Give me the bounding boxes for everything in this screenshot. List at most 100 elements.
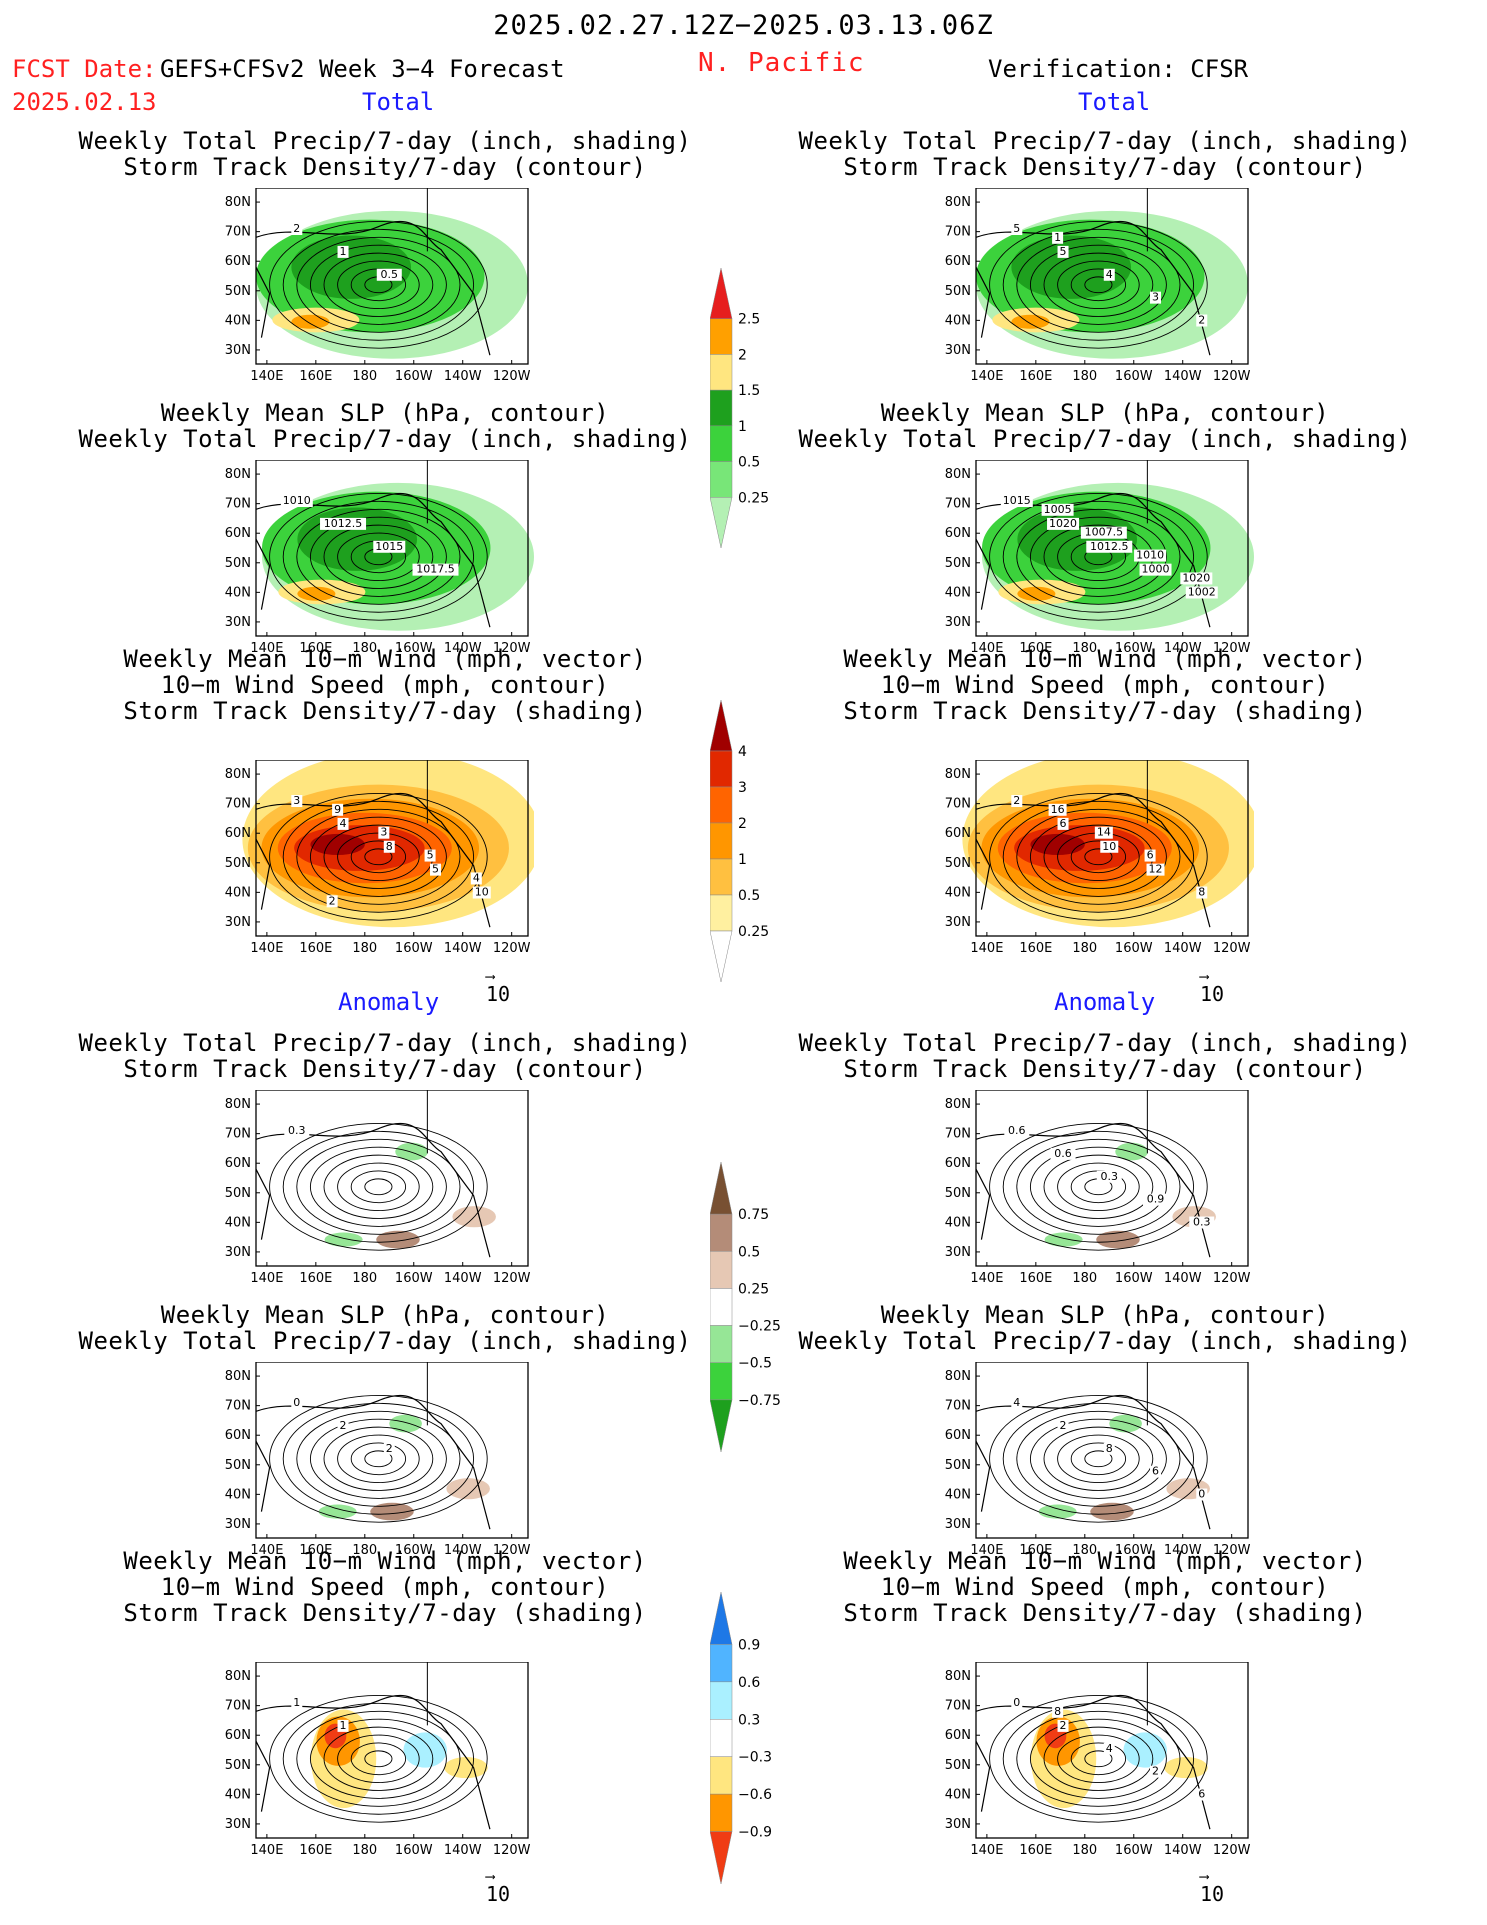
map-panel-fcst-total-slp: 80N 70N 60N 50N 40N 30N 140E 160E 180 160W 140W 120… xyxy=(212,460,534,660)
panel-title-fcst-anom-slp: Weekly Mean SLP (hPa, contour) Weekly Tot… xyxy=(60,1302,710,1354)
contour-label: 6 xyxy=(1198,1788,1205,1801)
colorbar-swatch xyxy=(709,1325,733,1363)
contour-label: 0.3 xyxy=(1193,1216,1211,1229)
lon-label: 120W xyxy=(1213,1271,1251,1286)
map-panel-fcst-anom-slp: 80N 70N 60N 50N 40N 30N 140E 160E 180 160W 140W 120… xyxy=(212,1362,534,1562)
lat-label: 40N xyxy=(225,885,251,900)
lon-label: 140W xyxy=(1164,1543,1202,1558)
lon-label: 180 xyxy=(352,941,377,956)
lat-label: 80N xyxy=(225,467,251,482)
map-panel-verif-anom-precip: 80N 70N 60N 50N 40N 30N 140E 160E 180 160W 140W 120… xyxy=(932,1090,1254,1290)
lat-label: 50N xyxy=(945,1458,971,1473)
map-panel-verif-total-wind: 80N 70N 60N 50N 40N 30N 140E 160E 180 160W 140W 120… xyxy=(932,760,1254,960)
lat-label: 60N xyxy=(945,1728,971,1743)
lon-label: 140W xyxy=(1164,941,1202,956)
map-panel-fcst-total-wind: 80N 70N 60N 50N 40N 30N 140E 160E 180 160W 140W 120… xyxy=(212,760,534,960)
panel-title-line: 10−m Wind Speed (mph, contour) xyxy=(160,671,610,699)
colorbar-swatch xyxy=(709,894,733,932)
lon-label: 180 xyxy=(352,1843,377,1858)
contour-label: 4 xyxy=(1106,1742,1113,1755)
colorbar-label: −0.9 xyxy=(738,1825,772,1841)
colorbar-label: 0.5 xyxy=(738,888,760,904)
lon-label: 140E xyxy=(250,1843,283,1858)
lon-label: 160W xyxy=(1115,941,1153,956)
lon-label: 180 xyxy=(352,369,377,384)
contour-label: 2 xyxy=(1198,314,1205,327)
lon-label: 160E xyxy=(299,641,332,656)
lat-label: 50N xyxy=(225,856,251,871)
contour-label: 1020 xyxy=(1049,517,1077,530)
contour-label: 8 xyxy=(1198,886,1205,899)
map-panel-verif-anom-slp: 80N 70N 60N 50N 40N 30N 140E 160E 180 160W 140W 120… xyxy=(932,1362,1254,1562)
contour-label: 6 xyxy=(1060,817,1067,830)
lat-label: 40N xyxy=(945,1787,971,1802)
contour-label: 1005 xyxy=(1044,503,1072,516)
lon-label: 160E xyxy=(1019,1843,1052,1858)
lat-label: 40N xyxy=(225,1787,251,1802)
contour-label: 0 xyxy=(1013,1696,1020,1709)
colorbar-label: 2 xyxy=(738,816,747,832)
lat-label: 60N xyxy=(225,1428,251,1443)
fcst-date-label: FCST Date: xyxy=(12,55,157,83)
colorbar-swatch xyxy=(709,822,733,860)
lat-label: 60N xyxy=(945,826,971,841)
lat-label: 40N xyxy=(945,1487,971,1502)
colorbar-label: −0.25 xyxy=(738,1319,781,1335)
contour-label: 4 xyxy=(340,817,347,830)
lat-label: 30N xyxy=(225,615,251,630)
fcst-date: 2025.02.13 xyxy=(12,88,157,116)
lat-label: 70N xyxy=(225,1127,251,1142)
lat-label: 70N xyxy=(945,225,971,240)
lat-label: 30N xyxy=(225,1517,251,1532)
panel-title-line: Weekly Total Precip/7-day (inch, shading… xyxy=(78,1327,692,1355)
contour-label: 3 xyxy=(380,826,387,839)
panel-title-line: Weekly Mean SLP (hPa, contour) xyxy=(160,1301,610,1329)
colorbar-swatch xyxy=(709,1591,733,1645)
contour-label: 12 xyxy=(1149,863,1163,876)
lon-label: 160W xyxy=(395,1843,433,1858)
colorbar-swatch xyxy=(709,1644,733,1683)
lat-label: 50N xyxy=(225,1186,251,1201)
panel-title-line: Weekly Mean 10−m Wind (mph, vector) xyxy=(843,1547,1367,1575)
colorbar-label: −0.3 xyxy=(738,1750,772,1766)
panel-title-verif-anom-wind: Weekly Mean 10−m Wind (mph, vector) 10−m … xyxy=(780,1548,1430,1626)
colorbar-label: 1.5 xyxy=(738,383,760,399)
contour-label: 1012.5 xyxy=(1090,540,1129,553)
panel-title-line: Weekly Mean 10−m Wind (mph, vector) xyxy=(843,645,1367,673)
lat-label: 70N xyxy=(945,1699,971,1714)
panel-title-line: Storm Track Density/7-day (shading) xyxy=(123,1599,647,1627)
colorbar-swatch xyxy=(709,354,733,391)
map-panel-verif-total-slp: 80N 70N 60N 50N 40N 30N 140E 160E 180 160W 140W 120… xyxy=(932,460,1254,660)
lon-label: 140E xyxy=(970,369,1003,384)
lon-label: 120W xyxy=(493,641,531,656)
contour-label: 5 xyxy=(432,863,439,876)
lon-label: 160W xyxy=(1115,1543,1153,1558)
lon-label: 140E xyxy=(970,1843,1003,1858)
lon-label: 160W xyxy=(1115,641,1153,656)
lon-label: 140E xyxy=(250,941,283,956)
colorbar-swatch xyxy=(709,1831,733,1885)
contour-label: 2 xyxy=(329,894,336,907)
lon-label: 160W xyxy=(1115,369,1153,384)
lon-label: 180 xyxy=(1072,1843,1097,1858)
colorbar-swatch xyxy=(709,786,733,824)
colorbar-label: 2 xyxy=(738,347,747,363)
colorbar-label: −0.5 xyxy=(738,1356,772,1372)
colorbar-swatch xyxy=(709,1756,733,1795)
lon-label: 160E xyxy=(1019,1271,1052,1286)
panel-title-line: Storm Track Density/7-day (contour) xyxy=(843,153,1367,181)
lon-label: 160E xyxy=(299,369,332,384)
panel-title-line: Weekly Mean SLP (hPa, contour) xyxy=(880,399,1330,427)
lat-label: 30N xyxy=(945,1517,971,1532)
lon-label: 120W xyxy=(1213,369,1251,384)
lon-label: 180 xyxy=(1072,1271,1097,1286)
contour-label: 2 xyxy=(1060,1719,1067,1732)
lon-label: 140E xyxy=(970,641,1003,656)
panel-title-fcst-anom-wind: Weekly Mean 10−m Wind (mph, vector) 10−m … xyxy=(60,1548,710,1626)
lat-label: 80N xyxy=(225,1369,251,1384)
panel-title-fcst-total-precip: Weekly Total Precip/7-day (inch, shading… xyxy=(60,128,710,180)
contour-label: 0.3 xyxy=(1101,1170,1119,1183)
contour-label: 3 xyxy=(1152,291,1159,304)
lat-label: 50N xyxy=(945,284,971,299)
lat-label: 50N xyxy=(225,1458,251,1473)
